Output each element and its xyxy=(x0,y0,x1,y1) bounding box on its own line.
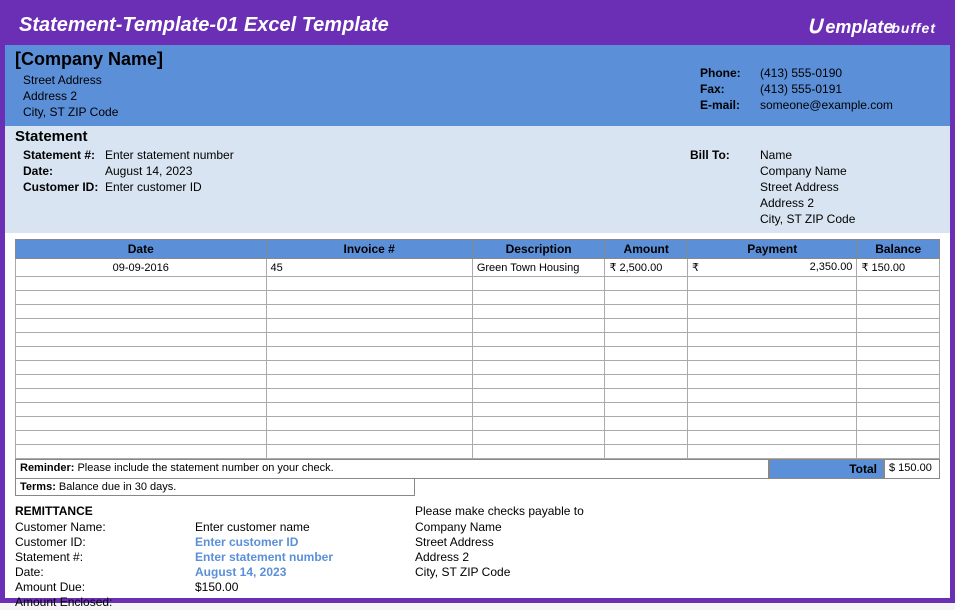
stmt-date-value: August 14, 2023 xyxy=(105,163,385,179)
stmt-num-label: Statement #: xyxy=(15,147,105,163)
remit-value: $150.00 xyxy=(195,580,415,595)
payable-line-3: City, ST ZIP Code xyxy=(415,565,940,580)
stmt-cust-value: Enter customer ID xyxy=(105,179,385,195)
remit-label: Statement #: xyxy=(15,550,195,565)
banner-title: Statement-Template-01 Excel Template xyxy=(19,14,389,37)
cell-desc: Green Town Housing xyxy=(472,259,605,277)
remit-value: Enter customer name xyxy=(195,520,415,535)
banner: Statement-Template-01 Excel Template ∪ e… xyxy=(5,5,950,45)
invoice-table-wrap: DateInvoice #DescriptionAmountPaymentBal… xyxy=(5,233,950,496)
terms-cell: Terms: Balance due in 30 days. xyxy=(15,479,415,496)
company-addr1: Street Address xyxy=(15,72,415,88)
cup-icon: ∪ xyxy=(806,11,824,40)
phone-value: (413) 555-0190 xyxy=(760,65,940,81)
table-row xyxy=(16,389,940,403)
template-frame: Statement-Template-01 Excel Template ∪ e… xyxy=(0,0,955,603)
table-row xyxy=(16,417,940,431)
table-row xyxy=(16,333,940,347)
remit-row: Statement #:Enter statement number xyxy=(15,550,415,565)
total-label: Total xyxy=(769,460,884,479)
table-row xyxy=(16,319,940,333)
reminder-label: Reminder: xyxy=(20,462,77,474)
table-header-row: DateInvoice #DescriptionAmountPaymentBal… xyxy=(16,240,940,259)
billto-line-2: Street Address xyxy=(760,179,940,195)
totals-row: Reminder: Please include the statement n… xyxy=(15,459,940,479)
remit-value: Enter customer ID xyxy=(195,535,415,550)
company-addr3: City, ST ZIP Code xyxy=(15,104,415,120)
billto-line-0: Name xyxy=(760,147,940,163)
payable-line-2: Address 2 xyxy=(415,550,940,565)
table-row xyxy=(16,445,940,459)
billto-label: Bill To: xyxy=(690,147,760,163)
remit-row: Amount Due:$150.00 xyxy=(15,580,415,595)
remit-row: Customer ID:Enter customer ID xyxy=(15,535,415,550)
phone-label: Phone: xyxy=(700,65,760,81)
company-name: [Company Name] xyxy=(15,49,415,70)
col-header-balance: Balance xyxy=(857,240,940,259)
col-header-date: Date xyxy=(16,240,267,259)
remit-label: Amount Due: xyxy=(15,580,195,595)
company-addr2: Address 2 xyxy=(15,88,415,104)
payable-line-0: Company Name xyxy=(415,520,940,535)
logo: ∪ emplate buffet xyxy=(806,11,936,40)
terms-text: Balance due in 30 days. xyxy=(59,481,176,493)
spreadsheet: [Company Name] Street Address Address 2 … xyxy=(5,45,950,610)
reminder-text: Please include the statement number on y… xyxy=(77,462,333,474)
cell-payment: ₹2,350.00 xyxy=(687,259,856,277)
table-row xyxy=(16,305,940,319)
payable-title: Please make checks payable to xyxy=(415,504,940,518)
cell-invoice: 45 xyxy=(266,259,472,277)
stmt-date-label: Date: xyxy=(15,163,105,179)
fax-label: Fax: xyxy=(700,81,760,97)
fax-value: (413) 555-0191 xyxy=(760,81,940,97)
logo-text-2: buffet xyxy=(891,20,936,36)
remit-row: Customer Name:Enter customer name xyxy=(15,520,415,535)
billto-line-4: City, ST ZIP Code xyxy=(760,211,940,227)
cell-date: 09-09-2016 xyxy=(16,259,267,277)
stmt-cust-label: Customer ID: xyxy=(15,179,105,195)
table-row xyxy=(16,375,940,389)
remit-label: Customer Name: xyxy=(15,520,195,535)
email-value: someone@example.com xyxy=(760,97,940,113)
table-row xyxy=(16,403,940,417)
logo-text-1: emplate xyxy=(825,17,893,38)
statement-block: Statement Statement #: Enter statement n… xyxy=(5,126,950,233)
table-row xyxy=(16,361,940,375)
table-row: 09-09-201645Green Town Housing₹ 2,500.00… xyxy=(16,259,940,277)
reminder-cell: Reminder: Please include the statement n… xyxy=(15,460,769,479)
table-row xyxy=(16,431,940,445)
col-header-description: Description xyxy=(472,240,605,259)
remit-row: Date:August 14, 2023 xyxy=(15,565,415,580)
payable-line-1: Street Address xyxy=(415,535,940,550)
total-value: $ 150.00 xyxy=(884,460,940,479)
remittance-block: REMITTANCE Customer Name:Enter customer … xyxy=(5,496,950,610)
billto-line-1: Company Name xyxy=(760,163,940,179)
table-row xyxy=(16,277,940,291)
statement-heading: Statement xyxy=(15,128,940,145)
table-row xyxy=(16,347,940,361)
col-header-amount: Amount xyxy=(605,240,688,259)
remit-label: Date: xyxy=(15,565,195,580)
terms-label: Terms: xyxy=(20,481,59,493)
remit-label: Customer ID: xyxy=(15,535,195,550)
company-header: [Company Name] Street Address Address 2 … xyxy=(5,45,950,126)
col-header-invoice-: Invoice # xyxy=(266,240,472,259)
cell-amount: ₹ 2,500.00 xyxy=(605,259,688,277)
cell-balance: ₹ 150.00 xyxy=(857,259,940,277)
billto-line-3: Address 2 xyxy=(760,195,940,211)
table-row xyxy=(16,291,940,305)
email-label: E-mail: xyxy=(700,97,760,113)
remit-value: Enter statement number xyxy=(195,550,415,565)
invoice-table: DateInvoice #DescriptionAmountPaymentBal… xyxy=(15,239,940,459)
remit-value: August 14, 2023 xyxy=(195,565,415,580)
stmt-num-value: Enter statement number xyxy=(105,147,385,163)
remit-title: REMITTANCE xyxy=(15,504,415,518)
col-header-payment: Payment xyxy=(687,240,856,259)
